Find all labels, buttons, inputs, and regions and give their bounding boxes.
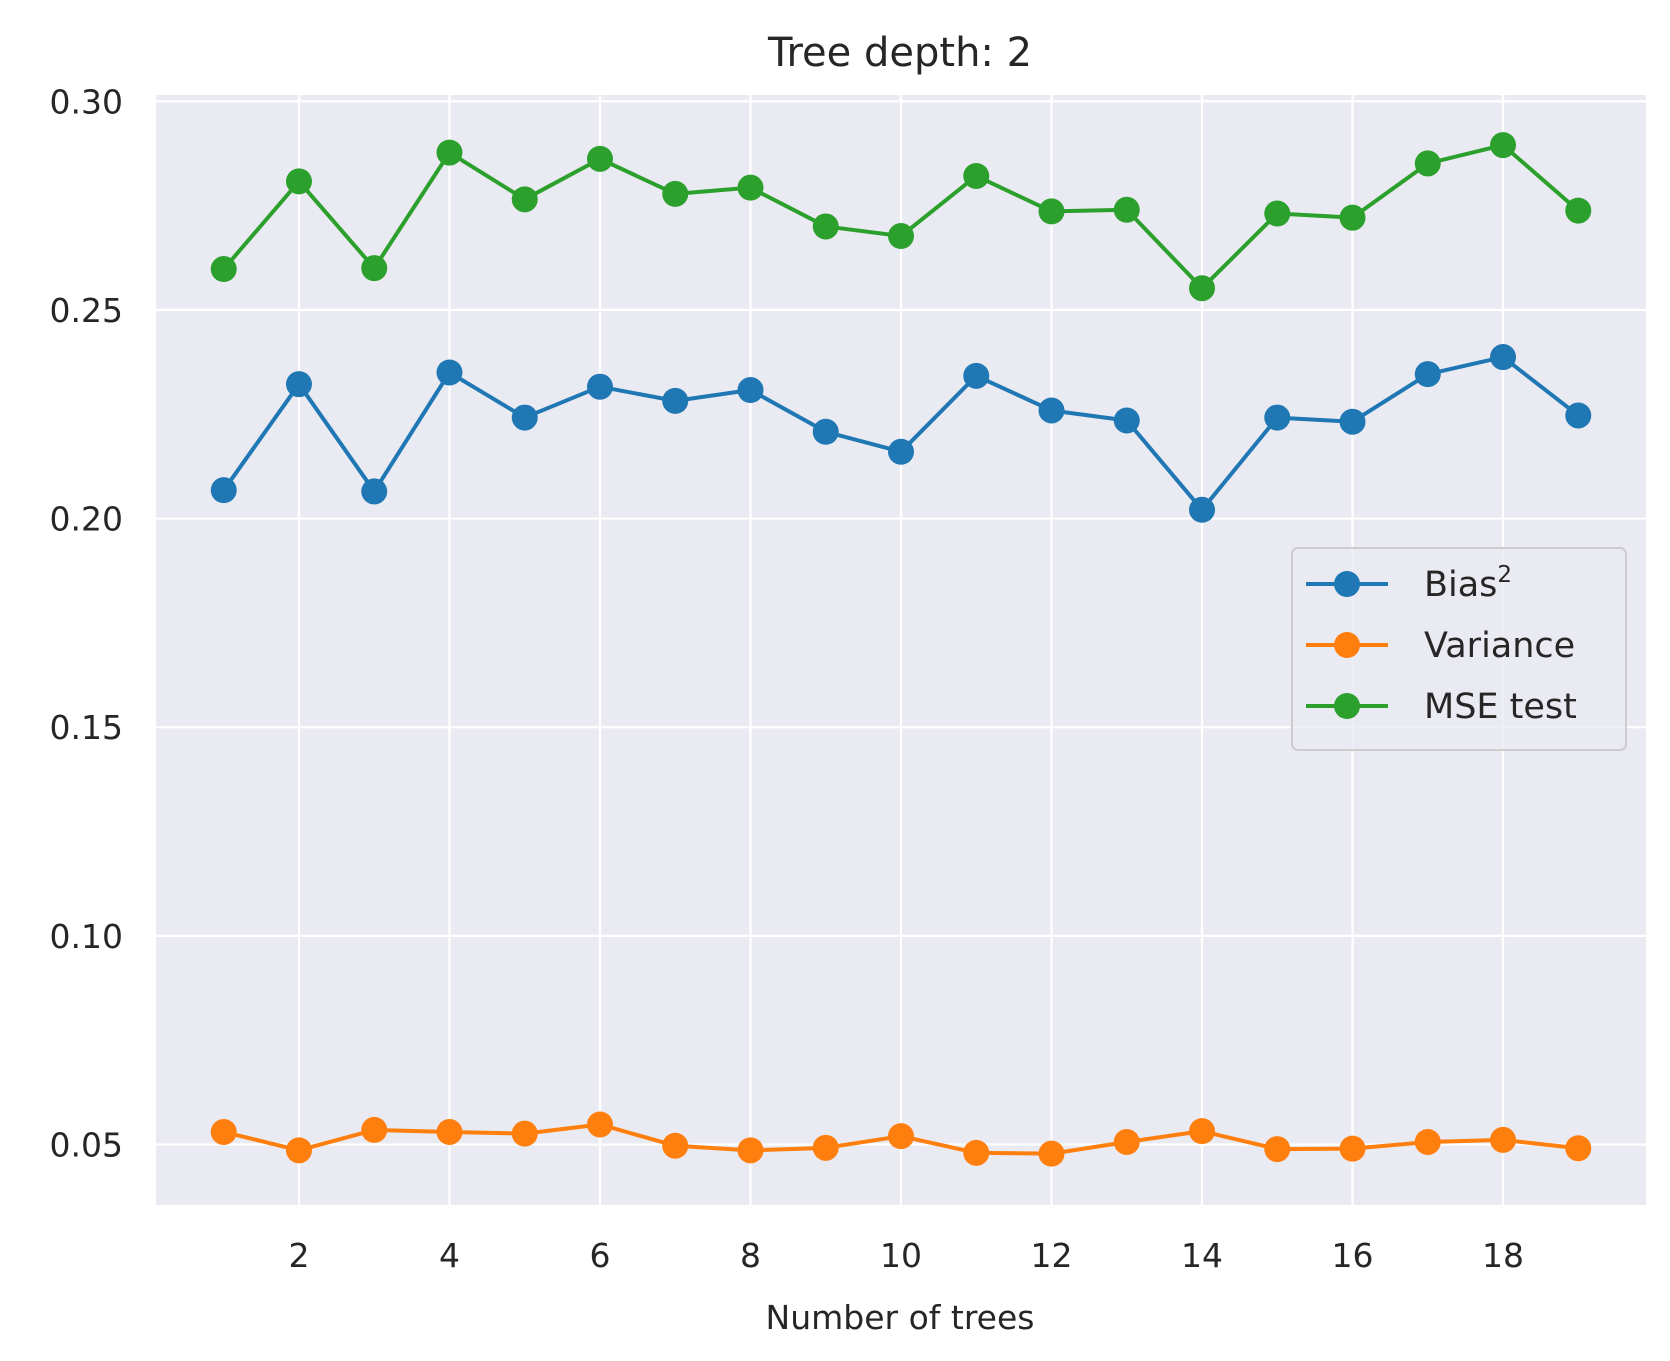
x-axis-label: Number of trees [766,1298,1035,1337]
data-point-variance [1038,1140,1065,1167]
data-point-mse-test [361,255,388,282]
legend: Bias2 Variance MSE test [1291,547,1627,751]
data-point-mse-test [1565,197,1592,224]
x-tick-label: 16 [1332,1236,1374,1275]
data-point-mse-test [511,186,538,213]
data-point-mse-test [1038,198,1065,225]
x-tick-label: 6 [589,1236,610,1275]
data-point-mse-test [1339,204,1366,231]
data-point-bias [1113,407,1140,434]
data-point-bias [662,387,689,414]
y-tick-label: 0.05 [50,1125,123,1164]
x-tick-labels: 2 4 6 8 10 12 14 16 18 [288,1236,1524,1275]
legend-marker [1334,571,1360,597]
y-tick-labels: 0.05 0.10 0.15 0.20 0.25 0.30 [50,82,123,1164]
data-point-bias [285,371,312,398]
data-point-variance [1414,1128,1441,1155]
data-point-variance [436,1118,463,1145]
legend-label: Variance [1424,626,1575,666]
data-point-bias [1189,496,1216,523]
data-point-variance [1189,1118,1216,1145]
data-point-mse-test [1264,200,1291,227]
data-point-bias [1264,404,1291,431]
data-point-bias [1414,361,1441,388]
data-point-bias [436,359,463,386]
data-point-variance [888,1123,914,1150]
y-tick-label: 0.30 [50,82,123,121]
series-group [210,132,1592,1167]
chart-title: Tree depth: 2 [767,30,1032,76]
legend-label: Bias2 [1424,562,1512,605]
data-point-mse-test [737,174,764,201]
data-point-bias [737,377,764,404]
data-point-mse-test [1189,275,1216,302]
data-point-mse-test [436,139,463,166]
data-point-bias [1565,402,1592,429]
data-point-bias [812,418,839,445]
data-point-bias [1038,397,1065,424]
y-tick-label: 0.25 [50,291,123,330]
data-point-mse-test [888,223,914,250]
data-point-variance [361,1116,388,1143]
data-point-variance [662,1132,689,1159]
data-point-variance [737,1137,764,1164]
data-point-variance [210,1118,237,1145]
data-point-bias [963,362,990,389]
data-point-bias [361,478,388,505]
data-point-bias [1339,408,1366,435]
x-tick-label: 4 [439,1236,460,1275]
x-tick-label: 18 [1482,1236,1524,1275]
y-tick-label: 0.20 [50,500,123,539]
data-point-mse-test [1490,132,1517,159]
legend-frame [1291,547,1627,751]
data-point-variance [1565,1135,1592,1162]
data-point-mse-test [1113,196,1140,223]
data-point-variance [812,1134,839,1161]
data-point-bias [888,438,914,465]
data-point-variance [1490,1126,1517,1153]
y-tick-label: 0.15 [50,708,123,747]
legend-label: MSE test [1424,687,1577,727]
data-point-variance [586,1111,613,1138]
data-point-variance [511,1120,538,1147]
data-point-bias [1490,344,1517,371]
data-point-mse-test [963,162,990,189]
x-tick-label: 12 [1031,1236,1073,1275]
legend-marker [1334,632,1360,658]
data-point-mse-test [812,213,839,240]
data-point-mse-test [1414,150,1441,177]
data-point-variance [1264,1136,1291,1163]
data-point-variance [1339,1135,1366,1162]
data-point-mse-test [586,145,613,172]
x-tick-label: 10 [880,1236,922,1275]
data-point-variance [963,1139,990,1166]
data-point-bias [586,373,613,400]
data-point-bias [210,477,237,504]
data-point-mse-test [210,256,237,283]
legend-marker [1334,693,1360,719]
data-point-mse-test [662,180,689,207]
x-tick-label: 14 [1181,1236,1223,1275]
y-tick-label: 0.10 [50,917,123,956]
data-point-mse-test [285,168,312,195]
data-point-variance [285,1137,312,1164]
data-point-bias [511,404,538,431]
data-point-variance [1113,1128,1140,1155]
x-tick-label: 8 [740,1236,761,1275]
x-tick-label: 2 [288,1236,309,1275]
